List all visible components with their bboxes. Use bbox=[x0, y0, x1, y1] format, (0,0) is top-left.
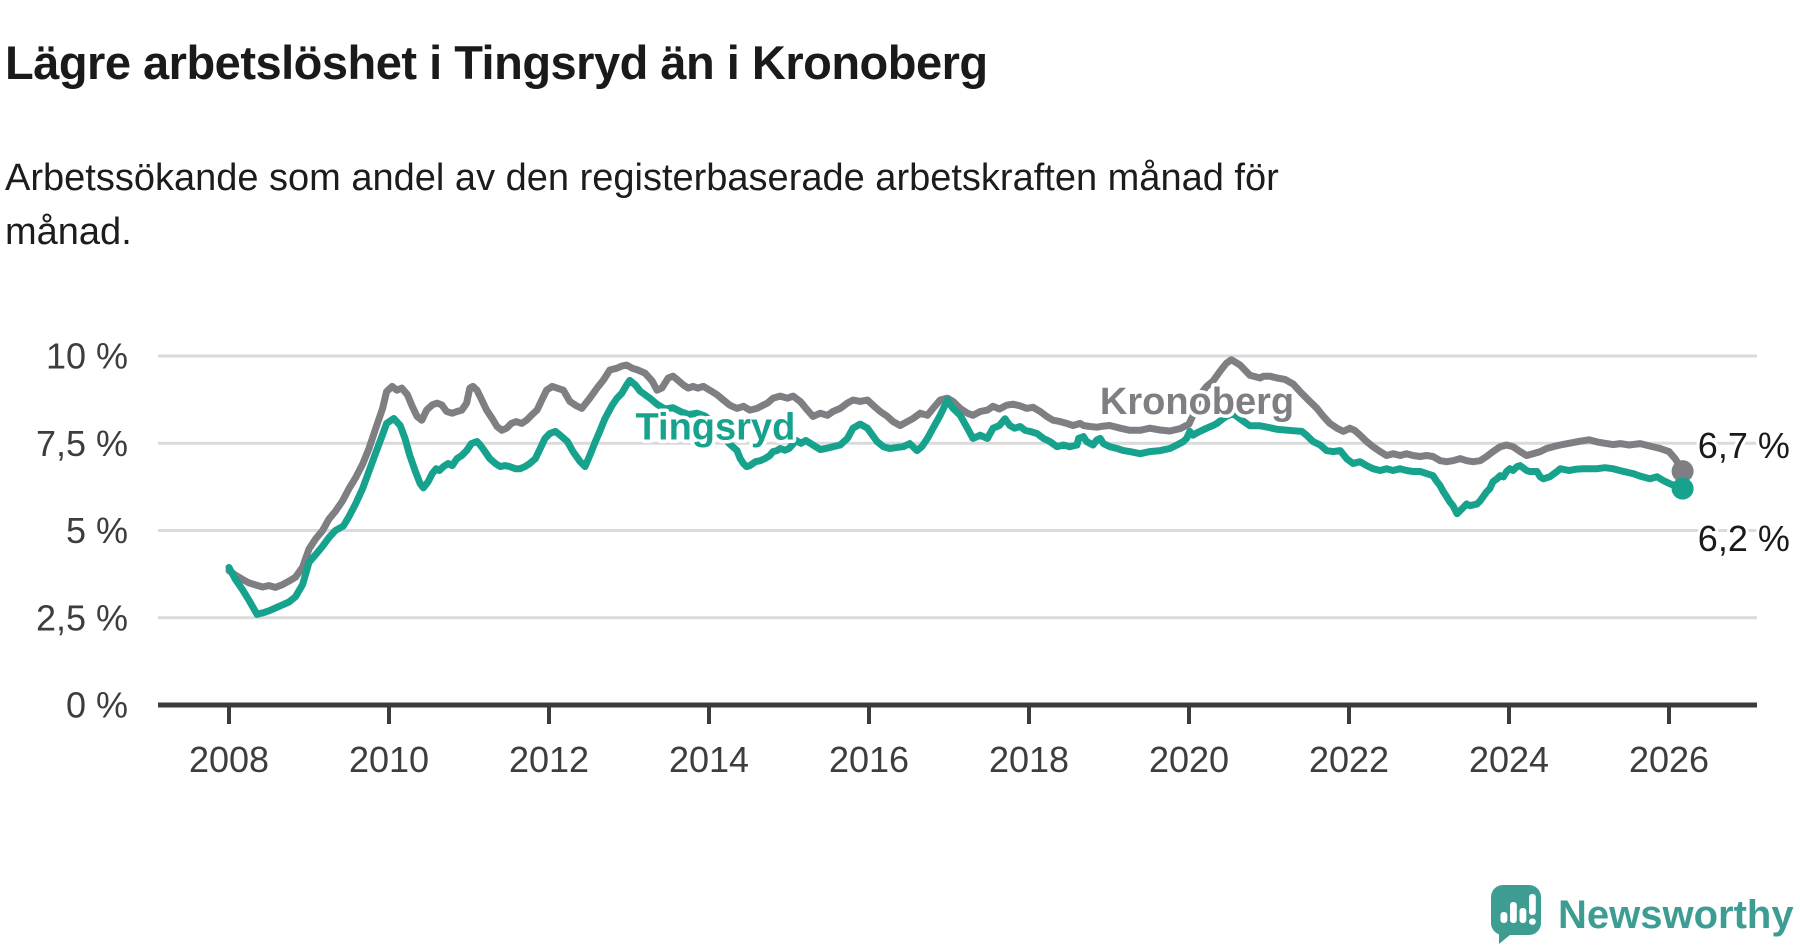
x-axis-label: 2026 bbox=[1629, 739, 1709, 780]
x-axis-label: 2014 bbox=[669, 739, 749, 780]
x-axis-label: 2022 bbox=[1309, 739, 1389, 780]
series-label-tingsryd: Tingsryd bbox=[636, 407, 796, 449]
end-value-label-kronoberg: 6,7 % bbox=[1698, 425, 1790, 466]
series-line-kronoberg bbox=[225, 356, 1687, 591]
y-axis-label: 2,5 % bbox=[36, 597, 128, 638]
x-axis-label: 2020 bbox=[1149, 739, 1229, 780]
x-axis-label: 2008 bbox=[189, 739, 269, 780]
chart-subtitle: Arbetssökande som andel av den registerb… bbox=[5, 157, 1279, 253]
axis-labels: 0 % 2,5 % 5 % 7,5 % 10 % 2008 2010 2012 2014 2016… bbox=[36, 336, 1709, 781]
series-line-tingsryd bbox=[225, 376, 1687, 618]
y-axis-label: 7,5 % bbox=[36, 423, 128, 464]
y-axis-label: 5 % bbox=[66, 510, 128, 551]
chart-title: Lägre arbetslöshet i Tingsryd än i Krono… bbox=[5, 36, 988, 90]
y-axis-label: 10 % bbox=[46, 336, 128, 377]
end-value-label-tingsryd: 6,2 % bbox=[1698, 518, 1790, 559]
series-end-dot-tingsryd bbox=[1671, 477, 1694, 500]
series-label-kronoberg: Kronoberg bbox=[1100, 381, 1294, 423]
x-axis-label: 2018 bbox=[989, 739, 1069, 780]
data-lines bbox=[225, 356, 1694, 618]
y-axis-label: 0 % bbox=[66, 685, 128, 726]
gridlines bbox=[158, 354, 1757, 724]
newsworthy-brand-name: Newsworthy bbox=[1558, 892, 1794, 937]
x-axis-label: 2024 bbox=[1469, 739, 1549, 780]
x-axis-label: 2016 bbox=[829, 739, 909, 780]
newsworthy-logo: Newsworthy bbox=[1490, 884, 1794, 946]
x-axis-label: 2010 bbox=[349, 739, 429, 780]
series-end-dot-kronoberg bbox=[1671, 460, 1694, 483]
newsworthy-speech-bubble-chart-icon bbox=[1491, 885, 1541, 944]
x-axis-label: 2012 bbox=[509, 739, 589, 780]
